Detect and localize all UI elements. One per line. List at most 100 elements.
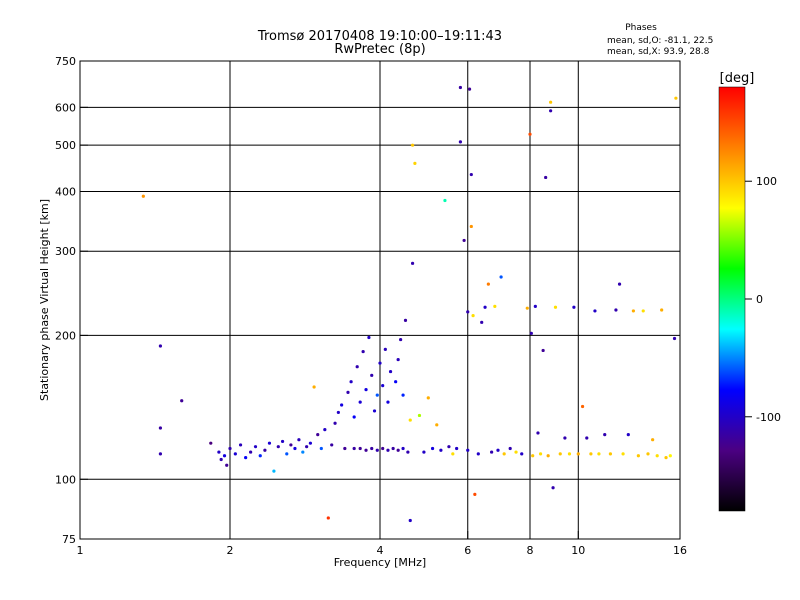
grid-lines	[80, 61, 680, 539]
y-tick-label: 400	[55, 185, 76, 198]
data-point	[462, 238, 466, 243]
data-point	[520, 452, 524, 456]
y-tick-label: 500	[55, 139, 76, 152]
data-point	[435, 423, 439, 427]
data-point	[401, 446, 405, 451]
x-axis-ticks: 1 2 4 6 8 10 16	[77, 531, 687, 557]
data-point	[375, 448, 379, 452]
data-point	[422, 450, 426, 454]
x-tick-label: 2	[227, 544, 234, 557]
y-tick-label: 75	[62, 533, 76, 546]
data-point	[343, 446, 347, 451]
data-point	[381, 446, 385, 451]
data-point	[549, 100, 553, 104]
data-point	[346, 390, 350, 394]
data-point	[558, 452, 562, 456]
data-point	[502, 452, 506, 456]
data-point	[447, 445, 451, 449]
data-point	[370, 373, 374, 377]
data-point	[228, 446, 232, 451]
data-point	[576, 452, 580, 456]
colorbar-ticks: 100 0 -100	[745, 175, 781, 424]
data-point	[668, 454, 672, 458]
data-point	[222, 454, 227, 458]
data-point	[316, 433, 320, 437]
data-point	[308, 441, 313, 445]
data-point	[655, 454, 659, 458]
data-point	[410, 261, 415, 265]
x-tick-label: 1	[77, 544, 84, 557]
x-tick-label: 8	[527, 544, 534, 557]
data-point	[330, 443, 334, 447]
data-point	[263, 448, 267, 452]
data-point	[180, 399, 184, 403]
data-point	[490, 450, 494, 454]
data-point	[276, 445, 280, 449]
data-point	[280, 439, 285, 444]
data-point	[233, 452, 237, 456]
data-point	[467, 87, 472, 91]
colorbar-tick-label: 0	[756, 293, 763, 306]
data-point	[358, 400, 362, 404]
data-point	[401, 393, 405, 397]
phases-heading: Phases	[625, 23, 657, 33]
data-point	[473, 492, 477, 496]
data-point	[631, 309, 635, 313]
x-tick-label: 10	[571, 544, 585, 557]
y-axis-label: Stationary phase Virtual Height [km]	[38, 199, 51, 401]
data-point	[267, 441, 272, 445]
data-point	[458, 140, 463, 144]
data-point	[572, 305, 576, 309]
data-point	[293, 446, 297, 451]
data-point	[466, 448, 470, 452]
data-point	[375, 393, 379, 397]
data-point	[349, 380, 353, 384]
data-point	[326, 516, 330, 520]
data-point	[538, 452, 543, 456]
data-point	[301, 450, 305, 454]
data-point	[646, 452, 650, 456]
data-point	[443, 198, 447, 203]
data-point	[381, 384, 385, 388]
y-tick-label: 600	[55, 101, 76, 114]
data-point	[238, 443, 243, 447]
chart-title: Tromsø 20170408 19:10:00–19:11:43	[257, 29, 502, 44]
data-point	[531, 454, 535, 458]
data-point	[486, 282, 490, 286]
data-point	[249, 450, 253, 454]
colorbar-tick-label: -100	[756, 411, 781, 424]
data-point	[458, 85, 463, 90]
data-point	[451, 452, 455, 456]
data-point	[496, 448, 500, 452]
data-point	[352, 415, 356, 419]
x-tick-label: 16	[673, 544, 687, 557]
data-point	[674, 96, 678, 100]
data-point	[336, 410, 340, 415]
data-point	[305, 445, 309, 449]
data-point	[546, 454, 550, 458]
data-point	[672, 336, 677, 341]
y-tick-label: 200	[55, 329, 76, 342]
colorbar	[718, 86, 746, 512]
phases-x-stats: mean, sd,X: 93.9, 28.8	[607, 47, 710, 57]
data-point	[383, 347, 387, 351]
chart-subtitle: RwPretec (8p)	[334, 42, 425, 57]
data-point	[608, 452, 613, 456]
data-point	[660, 308, 664, 312]
data-point	[469, 172, 473, 177]
data-point	[483, 305, 487, 309]
data-point	[209, 441, 213, 445]
phases-o-stats: mean, sd,O: -81.1, 22.5	[607, 36, 713, 46]
x-tick-label: 6	[464, 544, 471, 557]
data-point	[312, 385, 316, 389]
data-point	[567, 452, 572, 456]
data-point	[367, 335, 371, 340]
data-point	[603, 433, 607, 437]
data-point	[355, 365, 359, 369]
data-point	[289, 443, 293, 447]
data-point	[323, 428, 327, 432]
data-point	[158, 426, 163, 430]
data-point	[285, 452, 289, 456]
y-tick-label: 750	[55, 55, 76, 68]
data-point	[528, 132, 532, 136]
